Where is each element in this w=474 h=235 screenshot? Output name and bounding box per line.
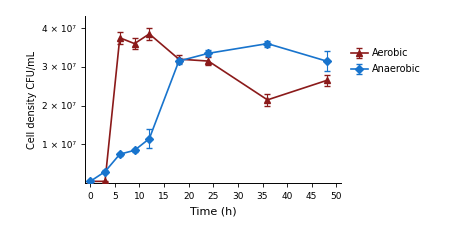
X-axis label: Time (h): Time (h) — [190, 207, 237, 217]
Y-axis label: Cell density CFU/mL: Cell density CFU/mL — [27, 51, 36, 149]
Legend: Aerobic, Anaerobic: Aerobic, Anaerobic — [349, 46, 423, 76]
